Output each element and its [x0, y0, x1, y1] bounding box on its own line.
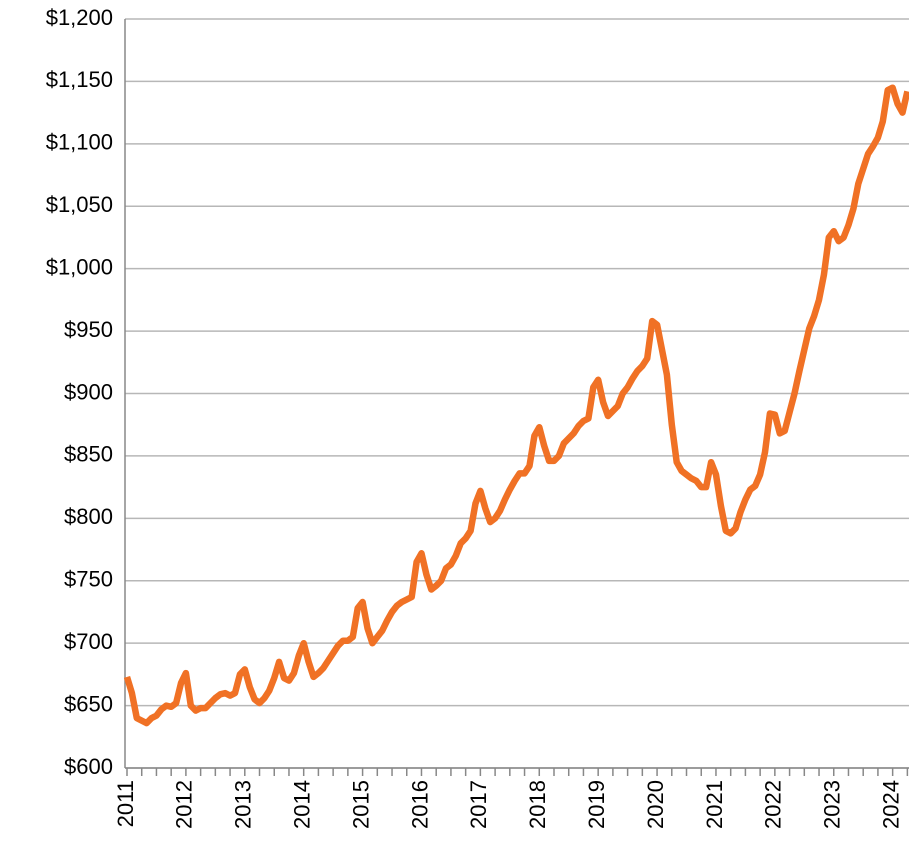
x-tick-label: 2017 [466, 780, 491, 829]
x-tick-label: 2022 [761, 780, 786, 829]
y-tick-label: $1,200 [46, 5, 113, 30]
y-tick-label: $950 [64, 317, 113, 342]
x-tick-label: 2012 [172, 780, 197, 829]
x-tick-label: 2020 [643, 780, 668, 829]
y-tick-label: $850 [64, 442, 113, 467]
y-tick-label: $900 [64, 379, 113, 404]
x-tick-label: 2019 [584, 780, 609, 829]
x-tick-label: 2014 [290, 780, 315, 829]
x-tick-label: 2021 [702, 780, 727, 829]
x-tick-label: 2015 [348, 780, 373, 829]
x-tick-label: 2023 [820, 780, 845, 829]
y-tick-label: $700 [64, 629, 113, 654]
x-tick-label: 2018 [525, 780, 550, 829]
y-tick-label: $1,100 [46, 130, 113, 155]
y-tick-label: $1,150 [46, 67, 113, 92]
x-tick-label: 2016 [407, 780, 432, 829]
y-tick-label: $800 [64, 504, 113, 529]
x-tick-label: 2013 [231, 780, 256, 829]
x-tick-label: 2011 [113, 780, 138, 827]
y-tick-label: $1,050 [46, 192, 113, 217]
y-tick-label: $650 [64, 691, 113, 716]
y-tick-label: $600 [64, 754, 113, 779]
x-tick-label: 2024 [878, 780, 903, 829]
y-tick-label: $1,000 [46, 254, 113, 279]
y-tick-label: $750 [64, 567, 113, 592]
line [123, 84, 909, 727]
